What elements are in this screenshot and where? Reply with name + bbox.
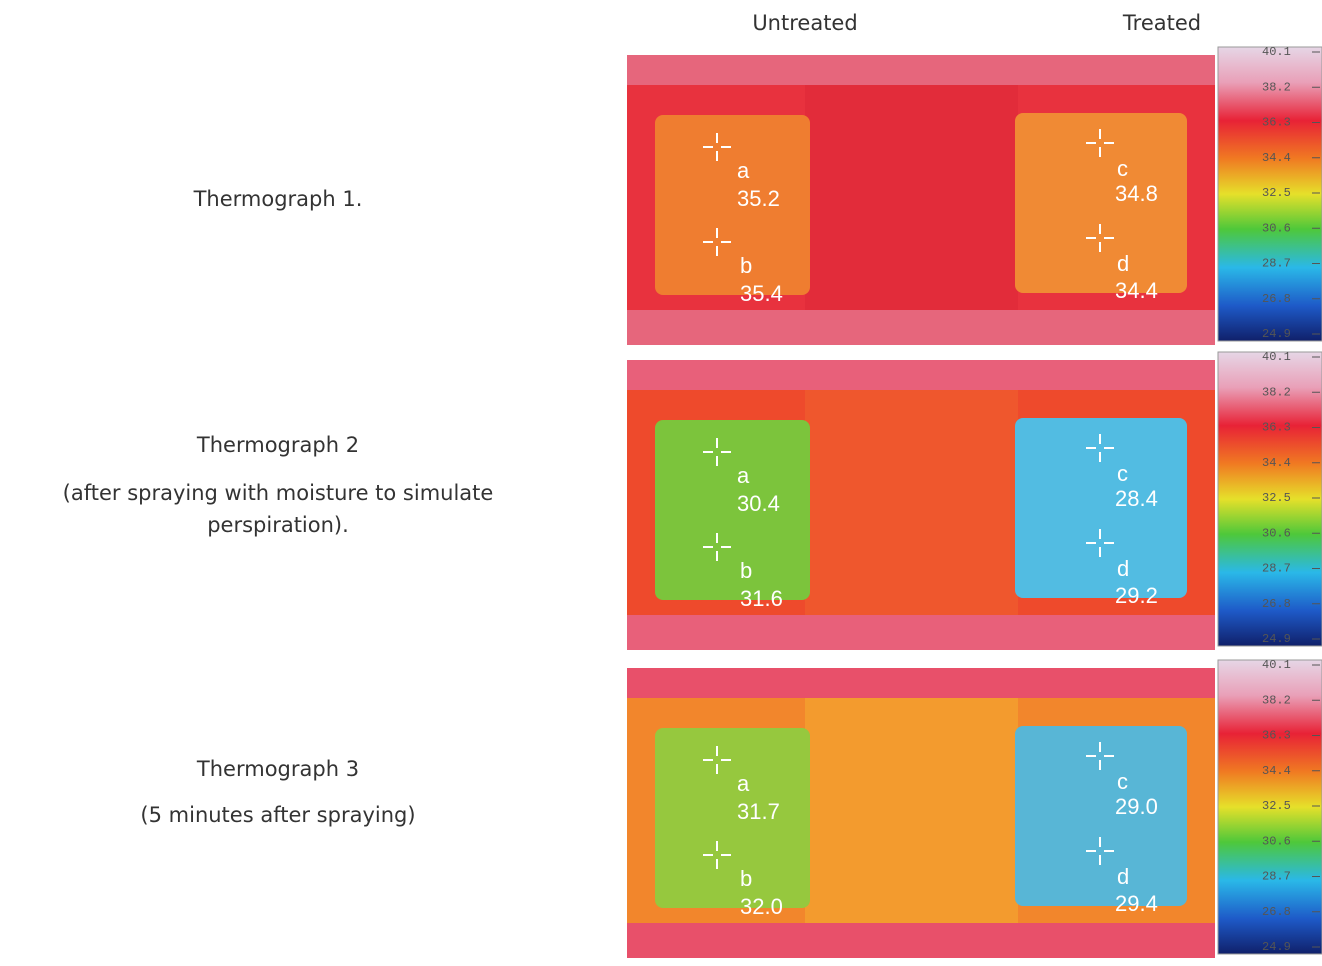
scale-label: 30.6 xyxy=(1262,221,1291,235)
thermal-band xyxy=(627,615,1215,650)
thermal-band xyxy=(627,923,1215,958)
scale-label: 28.7 xyxy=(1262,870,1291,884)
scale-label: 24.9 xyxy=(1262,327,1291,341)
scale-label: 40.1 xyxy=(1262,658,1291,672)
fabric-untreated xyxy=(655,115,810,295)
crosshair xyxy=(1086,224,1114,252)
column-header: Untreated xyxy=(752,11,857,35)
crosshair xyxy=(1086,742,1114,770)
fabric-untreated xyxy=(655,420,810,600)
color-scale xyxy=(1217,46,1322,342)
scale-label: 38.2 xyxy=(1262,693,1291,707)
point-label: b xyxy=(740,866,752,891)
point-temperature: 29.0 xyxy=(1115,794,1158,819)
point-temperature: 34.4 xyxy=(1115,278,1158,303)
point-label: d xyxy=(1117,556,1129,581)
scale-label: 32.5 xyxy=(1262,491,1291,505)
caption: perspiration). xyxy=(207,513,349,537)
point-temperature: 31.6 xyxy=(740,586,783,611)
point-temperature: 29.4 xyxy=(1115,891,1158,916)
point-temperature: 34.8 xyxy=(1115,181,1158,206)
column-header: Treated xyxy=(1122,11,1201,35)
crosshair xyxy=(703,533,731,561)
point-temperature: 35.2 xyxy=(737,186,780,211)
caption: (after spraying with moisture to simulat… xyxy=(63,481,494,505)
color-scale xyxy=(1217,351,1322,647)
thermal-band xyxy=(627,360,1215,390)
caption: Thermograph 1. xyxy=(193,187,363,211)
fabric-treated xyxy=(1015,113,1187,293)
point-label: a xyxy=(737,463,750,488)
scale-label: 28.7 xyxy=(1262,562,1291,576)
crosshair xyxy=(703,841,731,869)
crosshair xyxy=(703,228,731,256)
scale-label: 38.2 xyxy=(1262,385,1291,399)
color-scale xyxy=(1217,659,1322,955)
point-label: b xyxy=(740,253,752,278)
scale-label: 36.3 xyxy=(1262,729,1291,743)
fabric-untreated xyxy=(655,728,810,908)
point-temperature: 28.4 xyxy=(1115,486,1158,511)
point-label: c xyxy=(1117,156,1128,181)
thermal-band xyxy=(627,310,1215,345)
point-temperature: 29.2 xyxy=(1115,583,1158,608)
crosshair xyxy=(1086,129,1114,157)
scale-label: 34.4 xyxy=(1262,456,1291,470)
thermal-band xyxy=(627,668,1215,698)
point-label: d xyxy=(1117,251,1129,276)
point-temperature: 32.0 xyxy=(740,894,783,919)
scale-label: 34.4 xyxy=(1262,764,1291,778)
thermal-band xyxy=(627,55,1215,85)
scale-label: 32.5 xyxy=(1262,186,1291,200)
scale-label: 24.9 xyxy=(1262,940,1291,954)
scale-label: 24.9 xyxy=(1262,632,1291,646)
crosshair xyxy=(1086,434,1114,462)
scale-label: 34.4 xyxy=(1262,151,1291,165)
thermal-center xyxy=(805,390,1018,615)
point-temperature: 30.4 xyxy=(737,491,780,516)
crosshair xyxy=(703,746,731,774)
point-label: a xyxy=(737,771,750,796)
point-label: b xyxy=(740,558,752,583)
point-label: a xyxy=(737,158,750,183)
crosshair xyxy=(1086,837,1114,865)
scale-label: 36.3 xyxy=(1262,421,1291,435)
caption: Thermograph 3 xyxy=(196,757,359,781)
scale-label: 36.3 xyxy=(1262,116,1291,130)
caption: Thermograph 2 xyxy=(196,433,359,457)
scale-label: 32.5 xyxy=(1262,799,1291,813)
thermal-center xyxy=(805,698,1018,923)
point-temperature: 31.7 xyxy=(737,799,780,824)
fabric-treated xyxy=(1015,726,1187,906)
scale-label: 26.8 xyxy=(1262,597,1291,611)
point-temperature: 35.4 xyxy=(740,281,783,306)
point-label: c xyxy=(1117,461,1128,486)
point-label: c xyxy=(1117,769,1128,794)
scale-label: 26.8 xyxy=(1262,905,1291,919)
crosshair xyxy=(1086,529,1114,557)
fabric-treated xyxy=(1015,418,1187,598)
scale-label: 28.7 xyxy=(1262,257,1291,271)
caption: (5 minutes after spraying) xyxy=(140,803,415,827)
scale-label: 30.6 xyxy=(1262,834,1291,848)
thermal-center xyxy=(805,85,1018,310)
crosshair xyxy=(703,438,731,466)
point-label: d xyxy=(1117,864,1129,889)
scale-label: 40.1 xyxy=(1262,350,1291,364)
scale-label: 40.1 xyxy=(1262,45,1291,59)
scale-label: 38.2 xyxy=(1262,80,1291,94)
scale-label: 26.8 xyxy=(1262,292,1291,306)
crosshair xyxy=(703,133,731,161)
scale-label: 30.6 xyxy=(1262,526,1291,540)
